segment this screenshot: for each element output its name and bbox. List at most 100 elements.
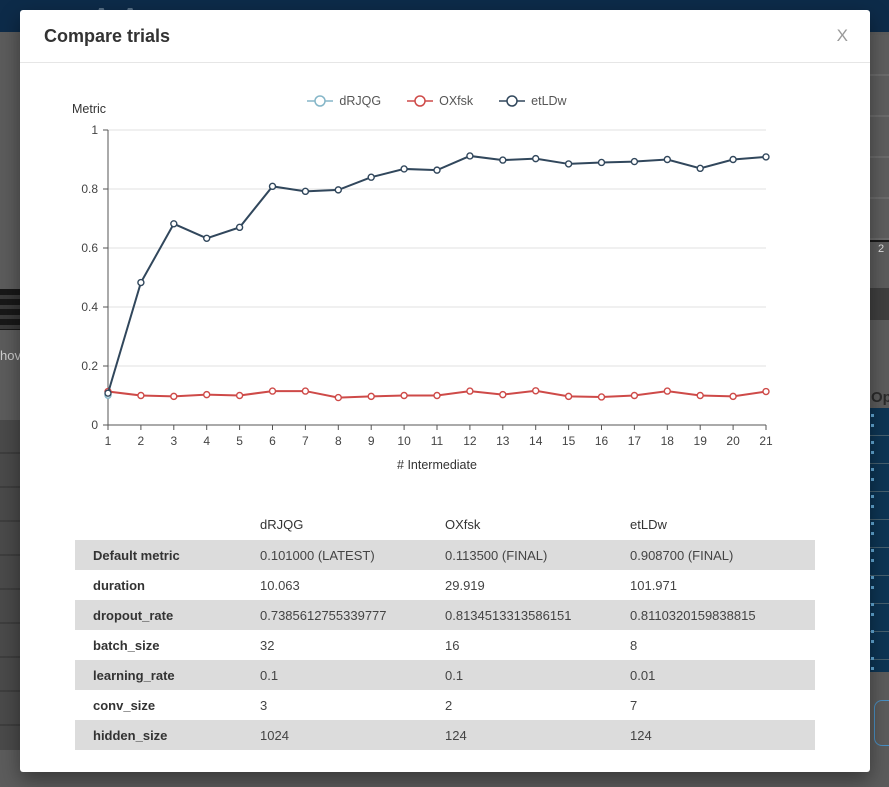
legend-item-etLDw[interactable]: etLDw: [499, 94, 567, 108]
data-point-etLDw: [400, 165, 408, 173]
legend-label: dRJQG: [339, 94, 382, 108]
cell-value: 1024: [260, 727, 289, 743]
data-point-OXfsk: [696, 391, 704, 400]
cell-value: 0.01: [630, 667, 656, 683]
background-number-fragment: 2: [878, 243, 885, 255]
series-line-etLDw: [107, 154, 767, 394]
x-tick-label: 17: [628, 434, 642, 448]
x-tick-label: 19: [694, 434, 708, 448]
x-tick-label: 10: [397, 434, 411, 448]
background-table-rows-right: [870, 35, 889, 242]
legend-marker-icon: [499, 95, 526, 107]
data-point-etLDw: [104, 389, 112, 397]
cell-value: 3: [260, 697, 268, 713]
x-tick-label: 16: [595, 434, 609, 448]
y-tick-label: 0.4: [81, 300, 98, 314]
data-point-OXfsk: [499, 390, 507, 399]
table-row: duration 10.063 29.919 101.971: [75, 570, 815, 600]
dialog-header: Compare trials X: [20, 10, 870, 63]
x-tick-label: 2: [138, 434, 145, 448]
y-axis-title: Metric: [72, 102, 106, 116]
legend-label: etLDw: [531, 94, 567, 108]
data-point-OXfsk: [532, 387, 540, 395]
x-tick-label: 14: [529, 434, 543, 448]
x-tick-label: 9: [368, 434, 375, 448]
data-point-OXfsk: [762, 387, 770, 396]
data-point-OXfsk: [433, 391, 441, 400]
data-point-OXfsk: [170, 392, 178, 401]
cell-value: 29.919: [445, 577, 485, 593]
close-icon[interactable]: X: [836, 26, 848, 45]
cell-value: 0.8134513313586151: [445, 607, 572, 623]
background-dark-block: [870, 288, 889, 320]
table-row: hidden_size 1024 124 124: [75, 720, 815, 750]
data-point-OXfsk: [268, 387, 277, 395]
cell-value: 0.7385612755339777: [260, 607, 387, 623]
table-row: learning_rate 0.1 0.1 0.01: [75, 660, 815, 690]
x-tick-label: 7: [302, 434, 309, 448]
background-selected-rows: [870, 408, 889, 678]
row-label: batch_size: [93, 637, 160, 653]
legend-item-OXfsk[interactable]: OXfsk: [407, 94, 473, 108]
data-point-OXfsk: [202, 390, 211, 399]
cell-value: 0.1: [260, 667, 279, 683]
data-point-OXfsk: [400, 391, 408, 400]
legend-marker-icon: [407, 95, 434, 107]
x-tick-label: 21: [759, 434, 773, 448]
row-label: conv_size: [93, 697, 156, 713]
table-header-row: dRJQG OXfsk etLDw: [75, 508, 815, 540]
x-tick-label: 18: [661, 434, 675, 448]
data-point-etLDw: [663, 155, 671, 164]
table-row: conv_size 3 2 7: [75, 690, 815, 720]
cell-value: 124: [445, 727, 467, 743]
y-tick-label: 0: [91, 418, 98, 432]
trial-column-header: etLDw: [630, 516, 667, 532]
data-point-etLDw: [301, 187, 310, 196]
background-operation-header-fragment: Ope: [871, 389, 889, 406]
data-point-etLDw: [170, 220, 178, 228]
data-point-OXfsk: [630, 391, 639, 400]
x-tick-label: 4: [203, 434, 210, 448]
x-tick-label: 13: [496, 434, 510, 448]
data-point-OXfsk: [564, 392, 573, 401]
intermediate-metric-chart: 00.20.40.60.811 2 3 4 5 6 7 8 9 10 11 12 13 14 15 16 17 1…: [72, 102, 773, 472]
x-tick-label: 3: [170, 434, 177, 448]
trial-comparison-table: dRJQG OXfsk etLDw Default metric 0.101000 (…: [75, 508, 815, 750]
y-tick-label: 1: [91, 123, 98, 137]
data-point-etLDw: [334, 186, 342, 194]
data-point-OXfsk: [235, 391, 244, 400]
table-row: Default metric 0.101000 (LATEST) 0.113500 …: [75, 540, 815, 570]
background-left-text-fragment: hov: [0, 348, 20, 363]
y-tick-label: 0.8: [81, 182, 98, 196]
legend-item-dRJQG[interactable]: dRJQG: [307, 94, 381, 108]
data-point-OXfsk: [466, 387, 474, 395]
table-row: dropout_rate 0.7385612755339777 0.81345133…: [75, 600, 815, 630]
x-tick-label: 8: [335, 434, 342, 448]
data-point-etLDw: [729, 155, 737, 164]
dialog-title: Compare trials: [44, 26, 171, 46]
cell-value: 0.101000 (LATEST): [260, 547, 375, 563]
data-point-etLDw: [532, 154, 540, 163]
data-point-etLDw: [466, 152, 474, 160]
background-table-rows-left: [0, 420, 20, 750]
data-point-OXfsk: [729, 392, 737, 401]
y-tick-label: 0.2: [81, 359, 98, 373]
metric-column-header: [75, 508, 260, 540]
data-point-OXfsk: [137, 391, 145, 400]
data-point-etLDw: [268, 182, 277, 191]
x-tick-label: 11: [431, 434, 444, 448]
cell-value: 8: [630, 637, 638, 653]
data-point-etLDw: [630, 157, 639, 166]
cell-value: 101.971: [630, 577, 677, 593]
data-point-etLDw: [597, 158, 606, 167]
cell-value: 124: [630, 727, 652, 743]
compare-trials-dialog: Compare trials X dRJQG OXfsk etLDw 0 0.2 0.4…: [20, 10, 870, 772]
data-point-OXfsk: [367, 392, 375, 401]
background-button-fragment: [874, 700, 889, 746]
cell-value: 16: [445, 637, 460, 653]
cell-value: 0.8110320159838815: [630, 607, 756, 623]
data-point-OXfsk: [597, 393, 606, 401]
row-label: hidden_size: [93, 727, 168, 743]
row-label: duration: [93, 577, 145, 593]
row-label: Default metric: [93, 547, 180, 563]
